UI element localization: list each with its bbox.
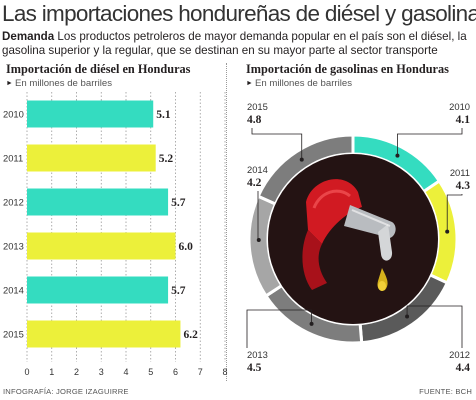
x-tick-label: 8 bbox=[222, 367, 227, 377]
slice-value-label: 4.1 bbox=[456, 114, 471, 126]
diesel-bar bbox=[27, 100, 154, 128]
callout-dot bbox=[299, 157, 304, 162]
callout-dot bbox=[256, 238, 261, 242]
value-label: 5.1 bbox=[156, 109, 171, 121]
year-label: 2010 bbox=[3, 109, 24, 120]
value-label: 6.0 bbox=[179, 241, 194, 253]
intro-paragraph: Demanda Los productos petroleros de mayo… bbox=[2, 30, 472, 59]
callout-leader bbox=[246, 309, 312, 348]
x-tick-label: 3 bbox=[99, 367, 104, 377]
slice-value-label: 4.4 bbox=[456, 362, 471, 374]
x-tick-label: 5 bbox=[148, 367, 153, 377]
callout-dot bbox=[395, 153, 400, 158]
year-label: 2014 bbox=[3, 285, 24, 296]
value-label: 5.7 bbox=[171, 197, 186, 209]
gasoline-unit-label: ► En millones de barriles bbox=[246, 78, 352, 89]
diesel-bar-chart: 0 1 2 3 4 5 6 7 8 2010 5.1 2011 5.2 2012 5.7 2013 6.0 201… bbox=[3, 92, 228, 377]
slice-year-label: 2010 bbox=[449, 101, 470, 112]
slice-value-label: 4.8 bbox=[247, 114, 262, 126]
slice-value-label: 4.5 bbox=[247, 362, 262, 374]
diesel-bar bbox=[27, 232, 176, 260]
x-tick-label: 7 bbox=[198, 367, 203, 377]
diesel-chart-title: Importación de diésel en Honduras bbox=[6, 62, 191, 76]
value-label: 5.2 bbox=[159, 153, 174, 165]
callout-dot bbox=[405, 314, 410, 319]
slice-year-label: 2012 bbox=[449, 349, 470, 360]
slice-value-label: 4.2 bbox=[247, 177, 262, 189]
slice-value-label: 4.3 bbox=[456, 180, 471, 192]
triangle-icon: ► bbox=[6, 80, 13, 87]
x-tick-label: 0 bbox=[24, 367, 29, 377]
x-tick-label: 6 bbox=[173, 367, 178, 377]
year-label: 2013 bbox=[3, 241, 24, 252]
triangle-icon: ► bbox=[246, 80, 253, 87]
callout-dot bbox=[309, 321, 314, 326]
diesel-bar bbox=[27, 188, 169, 216]
footer-credit: INFOGRAFÍA: JORGE IZAGUIRRE bbox=[3, 387, 129, 396]
diesel-bar bbox=[27, 276, 169, 304]
intro-bold: Demanda bbox=[2, 30, 55, 43]
diesel-unit-label: ► En millones de barriles bbox=[6, 78, 112, 89]
fuel-nozzle-illustration bbox=[268, 154, 438, 324]
x-tick-label: 2 bbox=[74, 367, 79, 377]
callout-leader bbox=[251, 128, 303, 160]
diesel-unit-text: En millones de barriles bbox=[14, 78, 112, 89]
gasoline-chart-title: Importación de gasolinas en Honduras bbox=[246, 62, 449, 76]
slice-year-label: 2015 bbox=[247, 101, 268, 112]
footer-source: FUENTE: BCH bbox=[419, 387, 472, 396]
x-tick-label: 4 bbox=[123, 367, 128, 377]
year-label: 2015 bbox=[3, 329, 24, 340]
callout-leader bbox=[446, 194, 463, 232]
diesel-bar bbox=[27, 320, 181, 348]
year-label: 2012 bbox=[3, 197, 24, 208]
slice-year-label: 2013 bbox=[247, 349, 268, 360]
donut-slices bbox=[247, 133, 459, 345]
donut-callouts: 2010 4.1 2011 4.3 2012 4.4 2013 4.5 2014 4.2 2015 4… bbox=[246, 101, 471, 374]
diesel-bar bbox=[27, 144, 156, 172]
intro-text: Los productos petroleros de mayor demand… bbox=[2, 30, 467, 58]
slice-year-label: 2014 bbox=[247, 164, 268, 175]
gasoline-donut-chart: 2010 4.1 2011 4.3 2012 4.4 2013 4.5 2014 4.2 2015 4… bbox=[246, 101, 471, 374]
callout-leader bbox=[397, 128, 463, 156]
gasoline-unit-text: En millones de barriles bbox=[254, 78, 352, 89]
value-label: 6.2 bbox=[183, 329, 198, 341]
year-label: 2011 bbox=[3, 153, 23, 164]
panel-divider bbox=[226, 63, 227, 381]
slice-year-label: 2011 bbox=[450, 167, 470, 178]
callout-leader bbox=[406, 305, 463, 348]
callout-dot bbox=[445, 229, 450, 234]
value-label: 5.7 bbox=[171, 285, 186, 297]
x-tick-label: 1 bbox=[49, 367, 54, 377]
page-title: Las importaciones hondureñas de diésel y… bbox=[2, 1, 476, 26]
